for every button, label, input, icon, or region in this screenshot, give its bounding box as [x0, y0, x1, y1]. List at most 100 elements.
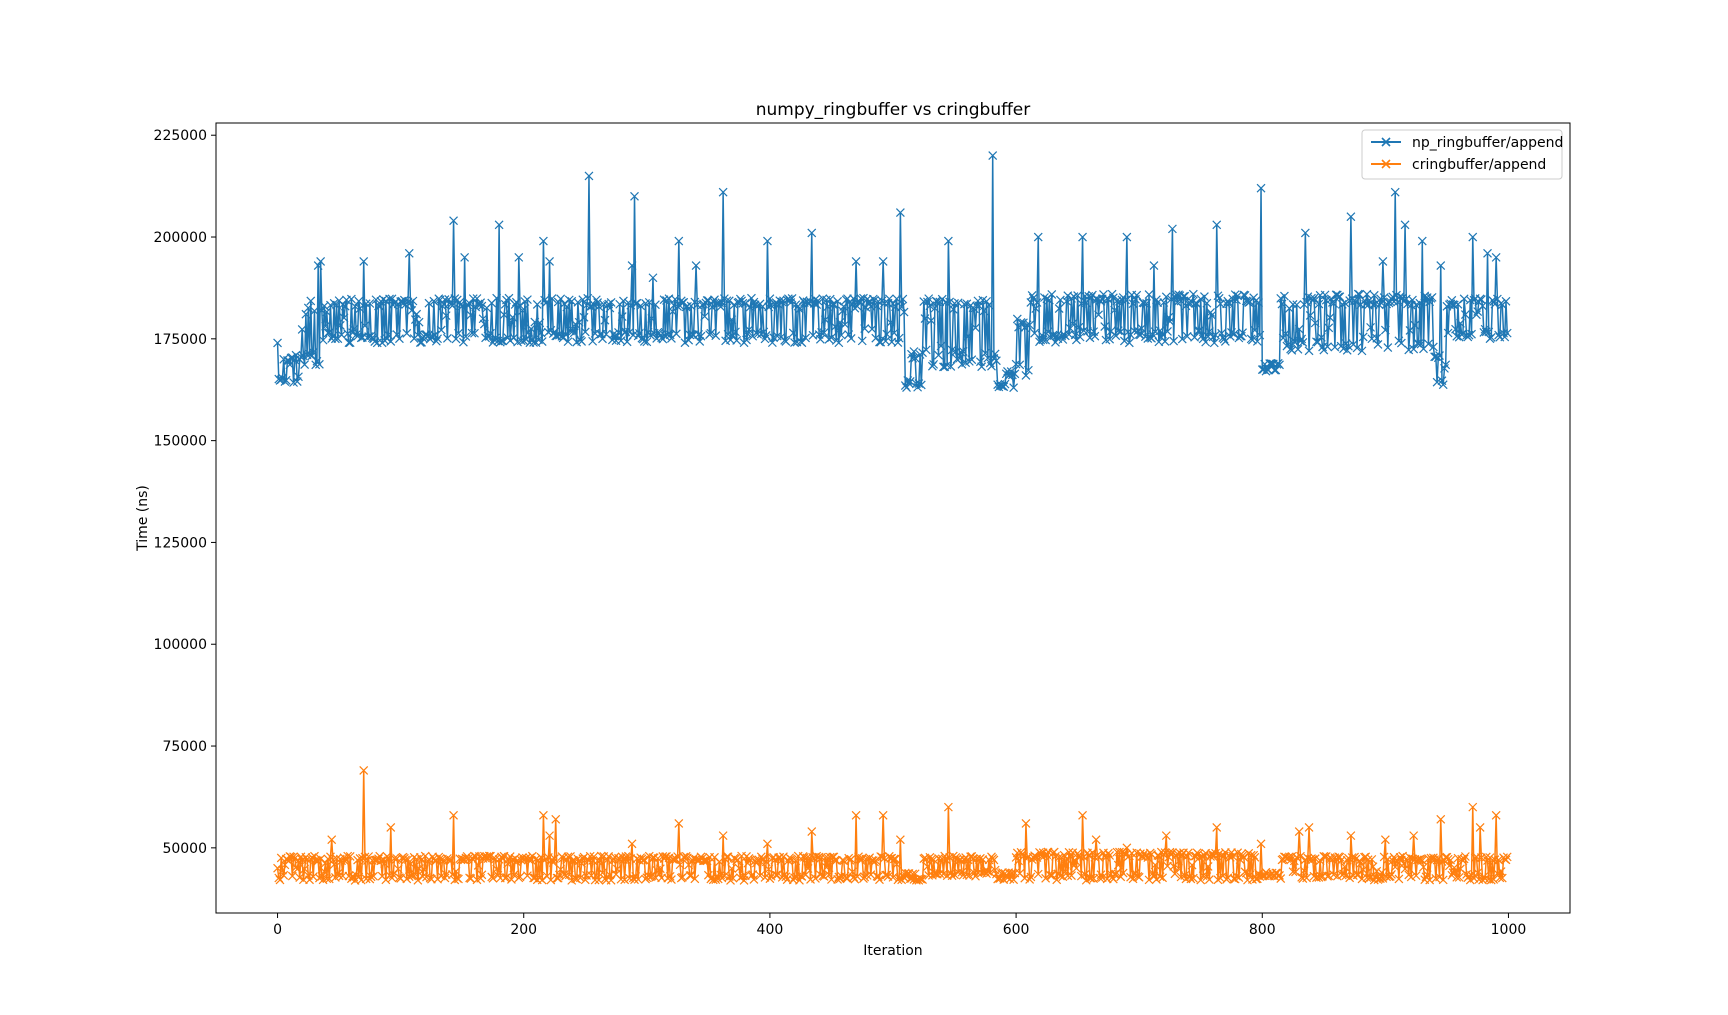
data-point	[279, 870, 289, 880]
data-point	[1204, 327, 1214, 337]
data-point	[587, 301, 596, 311]
data-point	[1047, 290, 1057, 299]
y-tick-label: 225000	[154, 128, 207, 144]
legend-marker-cringbuffer	[1381, 159, 1391, 169]
data-point	[1308, 855, 1318, 864]
data-point	[878, 810, 888, 820]
data-point	[531, 854, 541, 864]
data-point	[1323, 342, 1332, 352]
data-point	[963, 331, 973, 341]
data-point	[936, 341, 946, 351]
data-point	[594, 302, 604, 311]
data-point	[1113, 860, 1123, 870]
data-point	[465, 298, 474, 308]
data-point	[316, 854, 326, 864]
data-point	[873, 297, 883, 306]
data-point	[1046, 871, 1055, 880]
data-point	[1344, 341, 1353, 351]
data-point	[556, 294, 566, 304]
data-point	[1428, 342, 1438, 352]
y-tick-label: 50000	[162, 841, 207, 857]
data-point	[471, 852, 481, 862]
data-point	[477, 870, 487, 880]
data-point	[1111, 331, 1121, 341]
data-point	[1134, 872, 1144, 882]
legend-label-np-ringbuffer: np_ringbuffer/append	[1412, 135, 1563, 151]
data-point	[1362, 873, 1372, 883]
data-point	[1211, 330, 1220, 340]
data-point	[1025, 875, 1035, 884]
data-point	[1033, 232, 1043, 242]
data-point	[1021, 818, 1031, 828]
data-point	[1075, 852, 1085, 862]
x-tick-label: 600	[1003, 922, 1030, 938]
data-point	[278, 865, 287, 875]
data-point	[846, 334, 856, 343]
data-point	[811, 294, 820, 304]
data-point	[990, 349, 1000, 359]
data-point	[1467, 329, 1476, 339]
data-point	[1223, 296, 1233, 306]
data-point	[781, 336, 791, 346]
data-point	[1390, 187, 1400, 197]
data-point	[321, 321, 330, 331]
data-point	[296, 352, 306, 362]
data-point	[1307, 293, 1316, 303]
data-point	[722, 852, 732, 862]
data-point	[873, 872, 883, 882]
data-point	[301, 309, 311, 319]
data-point	[302, 855, 312, 865]
data-point	[385, 294, 394, 304]
data-point	[1010, 369, 1020, 379]
data-point	[308, 347, 318, 357]
data-point	[454, 874, 463, 884]
data-point	[1209, 851, 1219, 860]
data-point	[919, 297, 929, 306]
data-point	[1213, 291, 1223, 301]
data-point	[700, 311, 710, 321]
data-point	[797, 338, 807, 348]
data-point	[791, 300, 801, 310]
data-point	[1007, 370, 1017, 380]
data-point	[294, 372, 303, 382]
data-point	[642, 337, 652, 347]
data-point	[1500, 332, 1510, 342]
data-point	[627, 839, 637, 849]
data-point	[1436, 261, 1446, 270]
data-point	[1026, 872, 1036, 882]
data-point	[1448, 868, 1458, 878]
data-point	[1356, 858, 1366, 868]
data-point	[740, 299, 750, 308]
data-point	[550, 854, 559, 863]
data-point	[446, 855, 456, 865]
data-point	[1316, 332, 1326, 342]
data-point	[408, 296, 418, 306]
data-point	[477, 301, 487, 311]
data-point	[1043, 327, 1053, 337]
data-point	[1182, 331, 1192, 341]
y-tick-label: 150000	[154, 434, 207, 450]
data-point	[935, 869, 945, 878]
data-point	[1373, 340, 1383, 349]
data-point	[674, 236, 684, 246]
data-point	[925, 301, 935, 311]
data-point	[358, 853, 367, 863]
data-point	[508, 312, 518, 322]
data-point	[1337, 299, 1347, 309]
data-point	[884, 294, 894, 304]
data-point	[1417, 236, 1427, 246]
data-point	[749, 297, 759, 307]
data-point	[374, 301, 383, 311]
data-point	[1374, 874, 1384, 883]
data-point	[1314, 299, 1324, 309]
data-point	[1502, 852, 1512, 862]
data-point	[829, 299, 839, 309]
data-point	[1256, 839, 1266, 849]
data-point	[1497, 873, 1507, 883]
data-point	[1452, 331, 1462, 341]
data-point	[1199, 292, 1209, 302]
data-point	[1427, 292, 1437, 302]
data-point	[734, 863, 744, 873]
data-point	[984, 300, 994, 310]
data-point	[889, 854, 899, 864]
